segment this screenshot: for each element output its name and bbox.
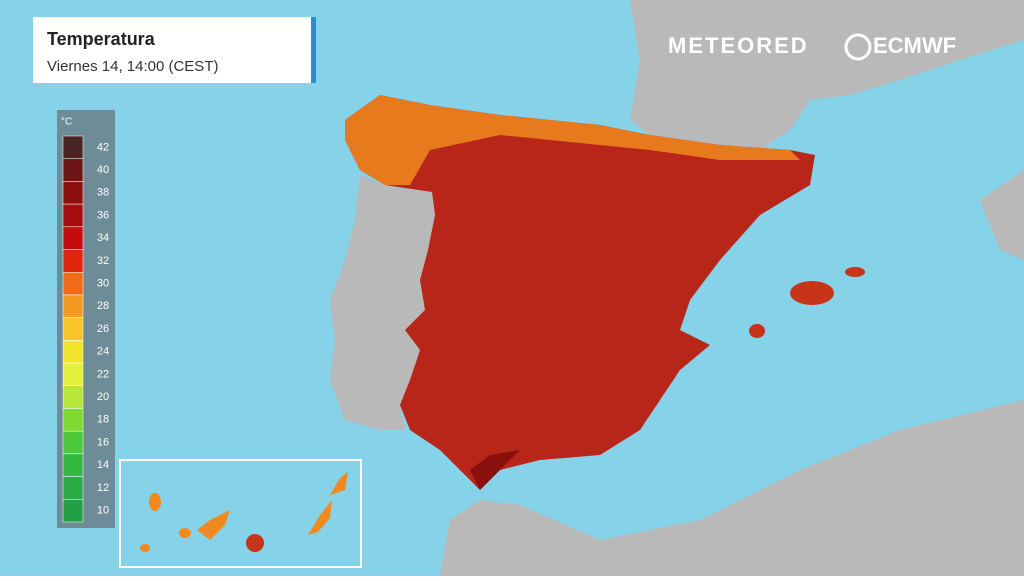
- title: Temperatura: [47, 29, 156, 49]
- land-france: [630, 0, 1024, 150]
- legend-swatch: [62, 317, 84, 341]
- logo-ecmwf: ECMWF: [873, 33, 956, 58]
- island-mallorca: [790, 281, 834, 305]
- legend-swatch: [62, 203, 84, 228]
- legend-swatch: [62, 453, 84, 477]
- legend-label: 36: [97, 209, 109, 221]
- island: [149, 493, 161, 511]
- legend-label: 16: [97, 436, 109, 448]
- legend-swatch: [62, 135, 84, 159]
- legend-swatch: [62, 499, 84, 523]
- legend-swatch: [62, 249, 84, 273]
- canary-inset: [119, 459, 362, 568]
- legend-swatch: [62, 294, 84, 318]
- island-ibiza: [749, 324, 765, 338]
- header-accent: [311, 17, 316, 83]
- legend-swatch: [62, 362, 84, 387]
- legend-label: 22: [97, 368, 109, 380]
- land-spain: [345, 95, 815, 490]
- legend-label: 18: [97, 414, 109, 426]
- logo-icon: [844, 33, 872, 61]
- legend-swatch: [62, 385, 84, 409]
- island: [246, 534, 264, 552]
- legend-unit: °C: [61, 117, 72, 128]
- legend-label: 38: [97, 187, 109, 199]
- legend-swatch: [62, 271, 84, 296]
- land-spain-north: [345, 95, 800, 185]
- legend-swatch: [62, 430, 84, 455]
- legend-label: 14: [97, 459, 109, 471]
- land-africa: [440, 400, 1024, 576]
- legend-swatch: [62, 181, 84, 205]
- subtitle: Viernes 14, 14:00 (CEST): [47, 58, 218, 75]
- legend-swatch: [62, 158, 84, 182]
- legend-label: 24: [97, 346, 109, 358]
- logo-meteored: METEORED: [668, 33, 809, 58]
- legend-label: 10: [97, 505, 109, 517]
- legend-swatch: [62, 476, 84, 500]
- legend-swatch: [62, 408, 84, 432]
- legend-swatch: [62, 226, 84, 250]
- legend-swatch: [62, 340, 84, 364]
- island: [140, 544, 150, 552]
- land-portugal: [330, 175, 435, 430]
- legend-label: 26: [97, 323, 109, 335]
- legend-label: 40: [97, 164, 109, 176]
- legend-label: 20: [97, 391, 109, 403]
- island: [197, 510, 230, 540]
- legend-label: 12: [97, 482, 109, 494]
- legend-label: 32: [97, 255, 109, 267]
- island: [308, 500, 332, 535]
- land-italy: [980, 170, 1024, 260]
- land-spain-south: [470, 450, 520, 490]
- island: [179, 528, 191, 538]
- legend-label: 42: [97, 141, 109, 153]
- legend-scale: 42 40 38 36 34 32 30 28 26 24 22 20 18 16 14 12 10: [62, 135, 109, 523]
- legend-label: 34: [97, 232, 109, 244]
- island: [330, 472, 348, 495]
- legend-label: 28: [97, 300, 109, 312]
- header-box: [33, 17, 316, 83]
- legend-label: 30: [97, 277, 109, 289]
- island-menorca: [845, 267, 865, 277]
